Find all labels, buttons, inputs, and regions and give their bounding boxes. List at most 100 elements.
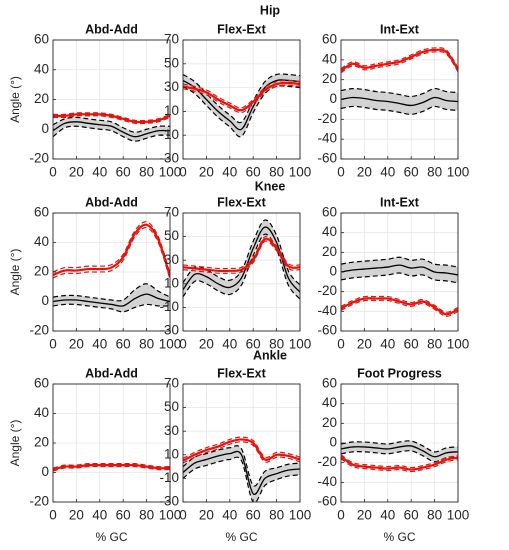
y-tick-label: 10 <box>164 446 179 461</box>
x-tick-label: 20 <box>357 337 372 352</box>
subject-mean-line <box>183 438 300 462</box>
data-layer <box>341 47 458 115</box>
x-tick-label: 80 <box>139 165 154 180</box>
normative-upper-sd-line <box>53 283 170 302</box>
subject-upper-line <box>53 462 170 469</box>
y-tick-label: 60 <box>322 205 337 220</box>
x-tick-label: 20 <box>69 508 84 523</box>
x-tick-label: 40 <box>222 165 237 180</box>
y-tick-label: 60 <box>34 32 49 47</box>
normative-mean-line <box>183 79 300 131</box>
x-tick-label: 0 <box>337 508 345 523</box>
x-tick-label: 80 <box>139 508 154 523</box>
row-title-hip: Hip <box>260 3 281 17</box>
x-axis-label: % GC <box>95 530 127 544</box>
x-axis-label: % GC <box>383 530 415 544</box>
subject-upper-line <box>53 112 170 122</box>
x-tick-label: 60 <box>246 337 261 352</box>
panel-title: Foot Progress <box>357 366 442 380</box>
y-tick-label: 40 <box>322 51 337 66</box>
y-tick-label: 0 <box>329 91 337 106</box>
x-tick-label: 100 <box>289 508 312 523</box>
panel-title: Abd-Add <box>85 366 138 380</box>
panel-title: Abd-Add <box>85 22 138 36</box>
x-tick-label: 60 <box>404 165 419 180</box>
x-tick-label: 100 <box>289 165 312 180</box>
normative-mean-line <box>53 121 170 138</box>
x-tick-label: 0 <box>179 165 187 180</box>
x-tick-label: 60 <box>116 508 131 523</box>
y-tick-label: 60 <box>34 205 49 220</box>
subject-mean-line <box>341 455 458 471</box>
y-tick-label: 50 <box>164 55 179 70</box>
x-tick-label: 20 <box>199 508 214 523</box>
panel-knee-flex-ext: -30 -10 10 30 50 70 0 20 40 60 80 100 Flex-Ext <box>159 195 311 351</box>
subject-upper-line <box>183 235 300 270</box>
y-tick-label: 40 <box>34 61 49 76</box>
subject-mean-line <box>53 463 170 471</box>
normative-upper-sd-line <box>341 256 458 268</box>
normative-upper-sd-line <box>53 116 170 133</box>
subject-mean-line <box>183 81 300 112</box>
y-tick-label: 10 <box>164 103 179 118</box>
subject-lower-line <box>183 84 300 114</box>
y-tick-label: -30 <box>159 494 179 509</box>
y-tick-label: 70 <box>164 205 179 220</box>
x-tick-label: 40 <box>380 508 395 523</box>
x-tick-label: 100 <box>447 337 470 352</box>
axes-box <box>182 39 301 160</box>
plot-area <box>183 384 300 502</box>
axes-box <box>182 383 301 503</box>
y-tick-label: -10 <box>159 127 179 142</box>
y-tick-label: -10 <box>159 299 179 314</box>
y-tick-label: -40 <box>317 131 337 146</box>
panel-title: Flex-Ext <box>217 366 266 380</box>
x-tick-label: 80 <box>427 165 442 180</box>
y-tick-label: 60 <box>322 376 337 391</box>
y-tick-label: 0 <box>329 264 337 279</box>
x-tick-label: 0 <box>337 165 345 180</box>
y-tick-label: 30 <box>164 79 179 94</box>
data-layer <box>341 256 458 317</box>
x-tick-label: 0 <box>179 508 187 523</box>
normative-lower-sd-line <box>183 456 300 502</box>
y-tick-label: 20 <box>322 244 337 259</box>
x-tick-label: 60 <box>246 165 261 180</box>
subject-mean-line <box>341 297 458 316</box>
x-tick-label: 100 <box>289 337 312 352</box>
x-tick-label: 80 <box>427 337 442 352</box>
subject-upper-line <box>341 295 458 313</box>
normative-lower-sd-line <box>53 303 170 313</box>
x-tick-label: 100 <box>159 337 182 352</box>
subject-lower-line <box>53 227 170 280</box>
y-tick-label: -40 <box>317 474 337 489</box>
y-tick-label: -30 <box>159 151 179 166</box>
subject-lower-line <box>53 115 170 125</box>
x-tick-label: 20 <box>357 165 372 180</box>
x-tick-label: 20 <box>199 337 214 352</box>
normative-upper-sd-line <box>341 440 458 453</box>
x-tick-label: 40 <box>92 508 107 523</box>
panel-title: Int-Ext <box>380 195 420 209</box>
panel-title: Int-Ext <box>380 22 420 36</box>
x-tick-label: 80 <box>427 508 442 523</box>
normative-sd-band <box>341 257 458 283</box>
normative-mean-line <box>341 445 458 458</box>
panel-hip-flex-ext: -30 -10 10 30 50 70 0 20 40 60 80 100 Flex-Ext <box>159 22 311 179</box>
x-tick-label: 60 <box>404 508 419 523</box>
y-tick-label: 0 <box>41 293 49 308</box>
x-tick-label: 0 <box>49 337 57 352</box>
y-tick-label: 70 <box>164 376 179 391</box>
y-tick-label: 60 <box>34 376 49 391</box>
normative-lower-sd-line <box>341 272 458 284</box>
subject-mean-line <box>53 223 170 277</box>
y-tick-label: 50 <box>164 228 179 243</box>
panel-title: Abd-Add <box>85 195 138 209</box>
y-tick-label: 40 <box>34 405 49 420</box>
normative-mean-line <box>53 293 170 307</box>
x-tick-label: 40 <box>92 337 107 352</box>
